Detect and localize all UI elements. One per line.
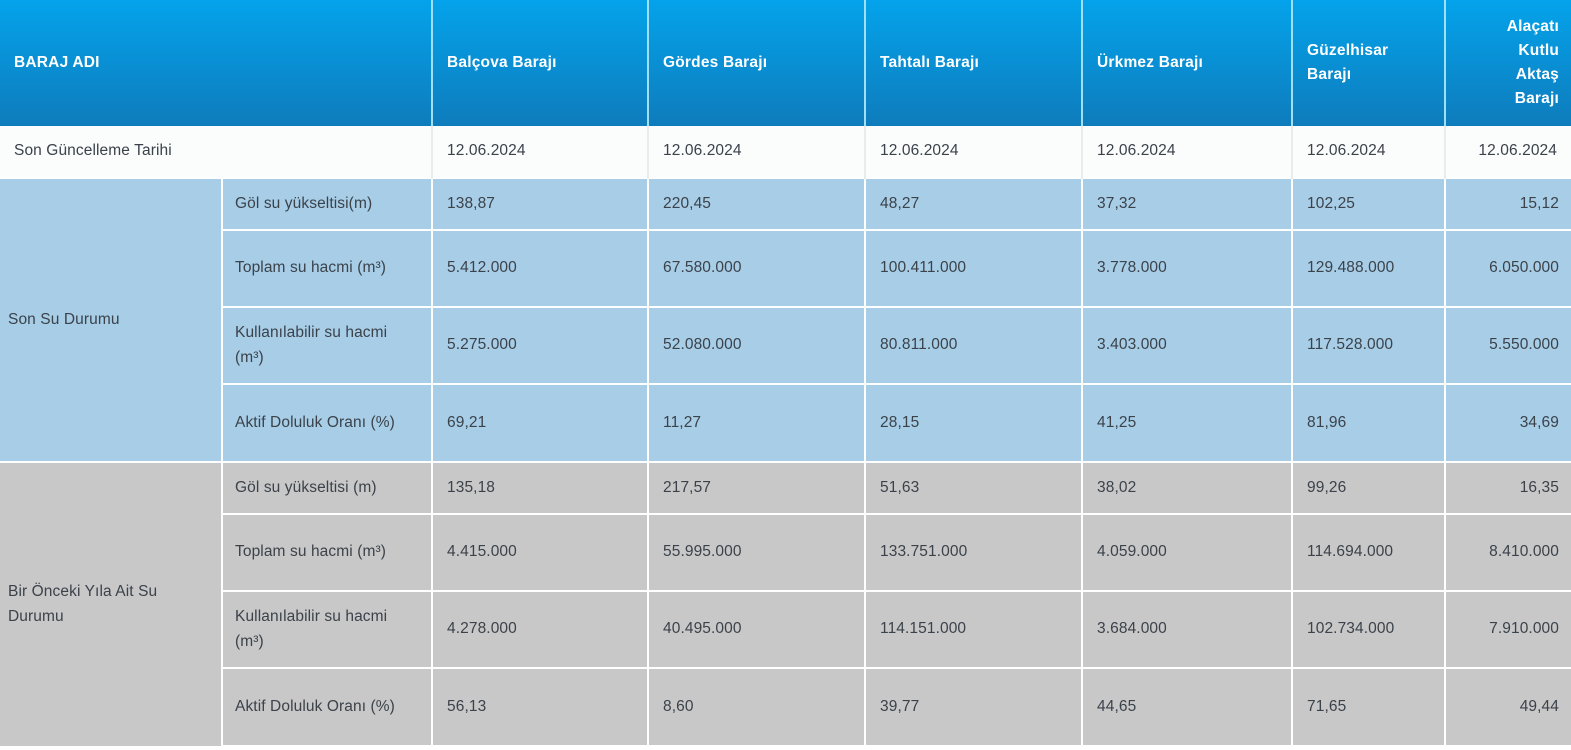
- column-header-urkmez: Ürkmez Barajı: [1081, 0, 1292, 126]
- table-row: Aktif Doluluk Oranı (%) 69,21 11,27 28,1…: [0, 383, 1571, 462]
- cell-value: 4.059.000: [1081, 513, 1292, 591]
- corner-header-baraj-adi: BARAJ ADI: [0, 0, 432, 126]
- table-row: Son Su Durumu Göl su yükseltisi(m) 138,8…: [0, 177, 1571, 462]
- cell-value: 5.275.000: [431, 306, 648, 384]
- cell-value: 12.06.2024: [1444, 126, 1571, 178]
- cell-value: 49,44: [1444, 667, 1571, 747]
- cell-value: 15,12: [1444, 177, 1571, 230]
- cell-value: 12.06.2024: [647, 126, 865, 178]
- cell-value: 4.278.000: [431, 590, 648, 668]
- cell-value: 117.528.000: [1291, 306, 1445, 384]
- cell-value: 8,60: [647, 667, 865, 747]
- cell-value: 3.778.000: [1081, 229, 1292, 307]
- cell-value: 12.06.2024: [864, 126, 1082, 178]
- cell-value: 129.488.000: [1291, 229, 1445, 307]
- cell-value: 52.080.000: [647, 306, 865, 384]
- cell-value: 99,26: [1291, 461, 1445, 514]
- cell-value: 217,57: [647, 461, 865, 514]
- section-label-onceki-yil: Bir Önceki Yıla Ait Su Durumu: [0, 461, 222, 746]
- cell-value: 8.410.000: [1444, 513, 1571, 591]
- cell-value: 5.550.000: [1444, 306, 1571, 384]
- metric-label: Kullanılabilir su hacmi (m³): [221, 306, 432, 384]
- cell-value: 11,27: [647, 383, 865, 462]
- metric-label: Kullanılabilir su hacmi (m³): [221, 590, 432, 668]
- cell-value: 102.734.000: [1291, 590, 1445, 668]
- column-header-tahtali: Tahtalı Barajı: [864, 0, 1082, 126]
- cell-value: 3.684.000: [1081, 590, 1292, 668]
- table-row: Bir Önceki Yıla Ait Su Durumu Göl su yük…: [0, 461, 1571, 746]
- cell-value: 71,65: [1291, 667, 1445, 747]
- cell-value: 28,15: [864, 383, 1082, 462]
- cell-value: 69,21: [431, 383, 648, 462]
- cell-value: 41,25: [1081, 383, 1292, 462]
- cell-value: 3.403.000: [1081, 306, 1292, 384]
- cell-value: 4.415.000: [431, 513, 648, 591]
- column-header-guzelhisar: Güzelhisar Barajı: [1291, 0, 1445, 126]
- cell-value: 133.751.000: [864, 513, 1082, 591]
- cell-value: 114.151.000: [864, 590, 1082, 668]
- cell-value: 56,13: [431, 667, 648, 747]
- table-row: Aktif Doluluk Oranı (%) 56,13 8,60 39,77…: [0, 667, 1571, 747]
- cell-value: 102,25: [1291, 177, 1445, 230]
- metric-label: Aktif Doluluk Oranı (%): [221, 667, 432, 747]
- cell-value: 138,87: [431, 177, 648, 230]
- cell-value: 48,27: [864, 177, 1082, 230]
- table-row: Toplam su hacmi (m³) 4.415.000 55.995.00…: [0, 513, 1571, 591]
- column-header-gordes: Gördes Barajı: [647, 0, 865, 126]
- column-header-balcova: Balçova Barajı: [431, 0, 648, 126]
- cell-value: 135,18: [431, 461, 648, 514]
- cell-value: 114.694.000: [1291, 513, 1445, 591]
- cell-value: 44,65: [1081, 667, 1292, 747]
- cell-value: 38,02: [1081, 461, 1292, 514]
- cell-value: 39,77: [864, 667, 1082, 747]
- cell-value: 220,45: [647, 177, 865, 230]
- metric-label: Toplam su hacmi (m³): [221, 513, 432, 591]
- cell-value: 34,69: [1444, 383, 1571, 462]
- table-row: Kullanılabilir su hacmi (m³) 5.275.000 5…: [0, 306, 1571, 384]
- cell-value: 55.995.000: [647, 513, 865, 591]
- cell-value: 12.06.2024: [1081, 126, 1292, 178]
- column-header-alacati: Alaçatı Kutlu Aktaş Barajı: [1444, 0, 1571, 126]
- cell-value: 80.811.000: [864, 306, 1082, 384]
- cell-value: 12.06.2024: [431, 126, 648, 178]
- table-row: Toplam su hacmi (m³) 5.412.000 67.580.00…: [0, 229, 1571, 307]
- cell-value: 51,63: [864, 461, 1082, 514]
- cell-value: 12.06.2024: [1291, 126, 1445, 178]
- metric-label: Aktif Doluluk Oranı (%): [221, 383, 432, 462]
- cell-value: 6.050.000: [1444, 229, 1571, 307]
- section-label-son-su-durumu: Son Su Durumu: [0, 177, 222, 462]
- cell-value: 67.580.000: [647, 229, 865, 307]
- cell-value: 16,35: [1444, 461, 1571, 514]
- metric-label: Göl su yükseltisi (m): [221, 461, 432, 514]
- update-date-row: Son Güncelleme Tarihi 12.06.2024 12.06.2…: [0, 126, 1571, 178]
- table-header-row: BARAJ ADI Balçova Barajı Gördes Barajı T…: [0, 0, 1571, 126]
- cell-value: 81,96: [1291, 383, 1445, 462]
- metric-label: Toplam su hacmi (m³): [221, 229, 432, 307]
- cell-value: 5.412.000: [431, 229, 648, 307]
- cell-value: 7.910.000: [1444, 590, 1571, 668]
- metric-label: Göl su yükseltisi(m): [221, 177, 432, 230]
- table-row: Kullanılabilir su hacmi (m³) 4.278.000 4…: [0, 590, 1571, 668]
- update-date-label: Son Güncelleme Tarihi: [0, 126, 432, 178]
- cell-value: 37,32: [1081, 177, 1292, 230]
- cell-value: 40.495.000: [647, 590, 865, 668]
- cell-value: 100.411.000: [864, 229, 1082, 307]
